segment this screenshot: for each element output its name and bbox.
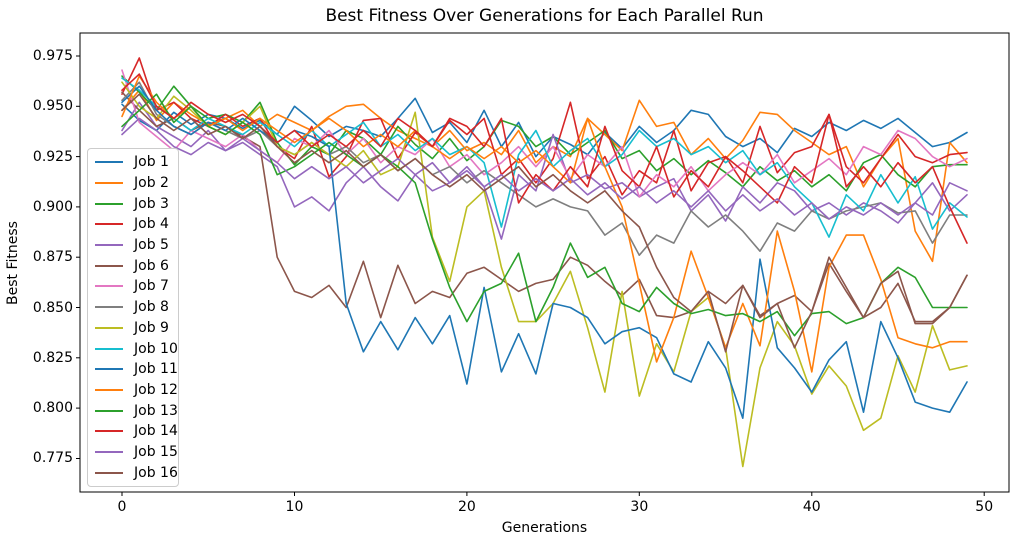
y-tick-label: 0.800 <box>32 400 73 417</box>
legend-item-job-4: Job 4 <box>95 214 178 234</box>
legend-item-job-11: Job 11 <box>95 359 178 379</box>
y-tick-label: 0.925 <box>32 148 73 165</box>
series-line-job-3 <box>121 75 968 192</box>
legend-swatch-line <box>95 347 123 350</box>
legend-item-job-6: Job 6 <box>95 256 178 276</box>
legend-swatch-line <box>95 244 123 247</box>
legend-swatch-line <box>95 326 123 329</box>
legend-item-label: Job 8 <box>134 299 169 316</box>
legend-item-job-16: Job 16 <box>95 463 178 483</box>
legend-swatch-line <box>95 285 123 288</box>
legend-item-label: Job 12 <box>134 381 178 398</box>
legend-item-label: Job 6 <box>134 257 169 274</box>
legend-item-job-3: Job 3 <box>95 194 178 214</box>
legend-item-job-13: Job 13 <box>95 401 178 421</box>
chart-title: Best Fitness Over Generations for Each P… <box>325 6 764 26</box>
legend-swatch-line <box>95 471 123 474</box>
legend-swatch-line <box>95 430 123 433</box>
series-line-job-15 <box>121 117 968 220</box>
y-tick-label: 0.775 <box>32 450 73 467</box>
legend-item-job-10: Job 10 <box>95 339 178 359</box>
legend-swatch-line <box>95 264 123 267</box>
y-tick-label: 0.875 <box>32 249 73 266</box>
x-axis-label: Generations <box>501 520 588 536</box>
legend-item-label: Job 9 <box>134 319 169 336</box>
legend-swatch-line <box>95 306 123 309</box>
legend-item-job-2: Job 2 <box>95 173 178 193</box>
series-line-job-11 <box>121 85 968 420</box>
y-tick-label: 0.950 <box>32 98 73 115</box>
legend-swatch-line <box>95 368 123 371</box>
legend-item-label: Job 10 <box>134 340 178 357</box>
legend-swatch-line <box>95 202 123 205</box>
series-line-job-4 <box>121 57 968 196</box>
legend-item-job-5: Job 5 <box>95 235 178 255</box>
legend-swatch-line <box>95 388 123 391</box>
axes-spines <box>79 32 1010 493</box>
series-line-job-9 <box>121 81 968 468</box>
legend-swatch-line <box>95 161 123 164</box>
legend-swatch-line <box>95 223 123 226</box>
series-line-job-6 <box>121 91 968 323</box>
legend: Job 1 Job 2 Job 3 Job 4 Job 5 Job 6 Job 7 Job 8… <box>87 148 179 487</box>
legend-item-label: Job 16 <box>134 464 178 481</box>
legend-swatch-line <box>95 409 123 412</box>
legend-item-job-15: Job 15 <box>95 442 178 462</box>
y-tick-label: 0.900 <box>32 198 73 215</box>
legend-item-job-12: Job 12 <box>95 380 178 400</box>
x-tick-label: 20 <box>457 499 476 515</box>
legend-item-label: Job 13 <box>134 402 178 419</box>
y-tick-label: 0.850 <box>32 299 73 316</box>
series-line-job-16 <box>121 93 968 353</box>
legend-item-label: Job 11 <box>134 361 178 378</box>
legend-item-label: Job 3 <box>134 195 169 212</box>
x-tick-label: 0 <box>117 499 127 515</box>
legend-item-job-8: Job 8 <box>95 297 178 317</box>
legend-item-job-9: Job 9 <box>95 318 178 338</box>
y-tick-label: 0.975 <box>32 48 73 64</box>
legend-item-label: Job 15 <box>134 443 178 460</box>
legend-item-label: Job 1 <box>134 154 169 171</box>
series-line-job-13 <box>121 93 968 337</box>
legend-item-label: Job 5 <box>134 237 169 254</box>
x-tick-label: 40 <box>802 499 821 515</box>
x-tick-label: 50 <box>975 499 994 515</box>
legend-item-label: Job 7 <box>134 278 169 295</box>
series-line-job-10 <box>121 77 968 238</box>
x-tick-label: 10 <box>285 499 304 515</box>
series-line-job-5 <box>121 101 968 240</box>
y-tick-label: 0.825 <box>32 349 73 366</box>
series-line-job-12 <box>121 75 968 373</box>
legend-item-job-14: Job 14 <box>95 421 178 441</box>
x-tick-label: 30 <box>630 499 649 515</box>
legend-swatch-line <box>95 182 123 185</box>
legend-item-label: Job 4 <box>134 216 169 233</box>
legend-item-label: Job 14 <box>134 423 178 440</box>
legend-item-job-1: Job 1 <box>95 152 178 172</box>
legend-item-label: Job 2 <box>134 175 169 192</box>
legend-swatch-line <box>95 450 123 453</box>
legend-item-job-7: Job 7 <box>95 276 178 296</box>
